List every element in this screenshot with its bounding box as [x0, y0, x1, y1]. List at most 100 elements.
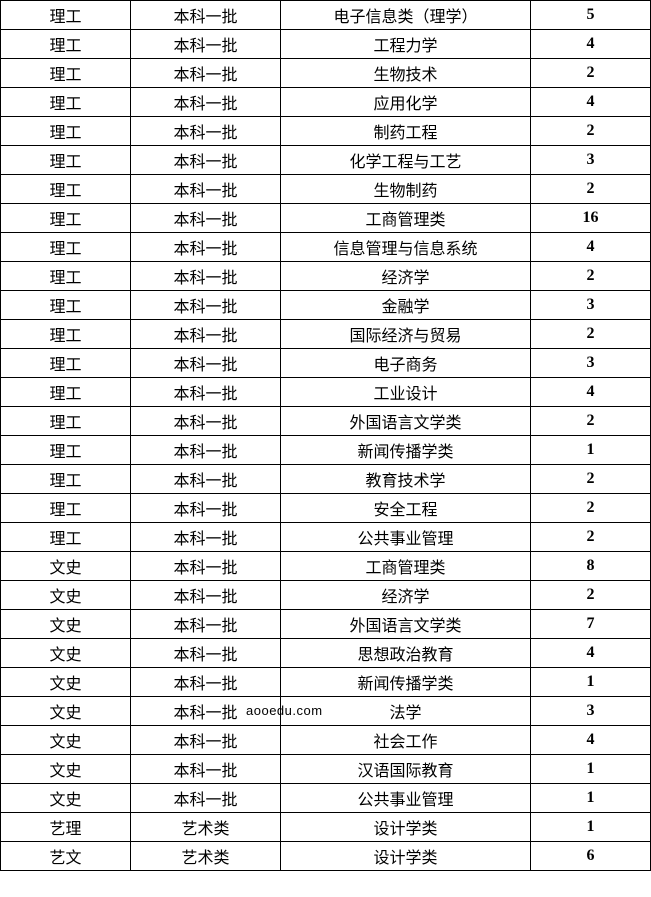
cell-category: 文史 [1, 697, 131, 726]
cell-major: 工业设计 [281, 378, 531, 407]
cell-batch: 本科一批 [131, 726, 281, 755]
cell-count: 3 [531, 291, 651, 320]
cell-category: 理工 [1, 175, 131, 204]
cell-batch: 本科一批 [131, 349, 281, 378]
table-row: 理工本科一批经济学2 [1, 262, 651, 291]
cell-major: 公共事业管理 [281, 784, 531, 813]
cell-category: 艺文 [1, 842, 131, 871]
table-row: 理工本科一批生物制药2 [1, 175, 651, 204]
cell-count: 2 [531, 320, 651, 349]
cell-count: 3 [531, 349, 651, 378]
cell-major: 社会工作 [281, 726, 531, 755]
cell-count: 16 [531, 204, 651, 233]
cell-batch: 本科一批 [131, 639, 281, 668]
cell-count: 4 [531, 639, 651, 668]
table-row: 文史本科一批新闻传播学类1 [1, 668, 651, 697]
cell-batch: 艺术类 [131, 813, 281, 842]
cell-major: 新闻传播学类 [281, 436, 531, 465]
cell-count: 1 [531, 755, 651, 784]
cell-major: 外国语言文学类 [281, 407, 531, 436]
table-row: 文史本科一批外国语言文学类7 [1, 610, 651, 639]
cell-category: 文史 [1, 552, 131, 581]
cell-count: 8 [531, 552, 651, 581]
table-row: 理工本科一批金融学3 [1, 291, 651, 320]
table-row: 艺文艺术类设计学类6 [1, 842, 651, 871]
cell-category: 理工 [1, 349, 131, 378]
cell-major: 法学 [281, 697, 531, 726]
cell-count: 2 [531, 465, 651, 494]
cell-count: 4 [531, 88, 651, 117]
cell-major: 经济学 [281, 581, 531, 610]
cell-count: 3 [531, 146, 651, 175]
cell-category: 理工 [1, 117, 131, 146]
cell-major: 应用化学 [281, 88, 531, 117]
cell-category: 理工 [1, 88, 131, 117]
cell-batch: 艺术类 [131, 842, 281, 871]
cell-batch: 本科一批 [131, 291, 281, 320]
cell-major: 思想政治教育 [281, 639, 531, 668]
cell-batch: 本科一批 [131, 668, 281, 697]
cell-category: 文史 [1, 784, 131, 813]
cell-category: 理工 [1, 436, 131, 465]
table-row: 文史本科一批工商管理类8 [1, 552, 651, 581]
cell-batch: 本科一批 [131, 755, 281, 784]
cell-batch: 本科一批 [131, 407, 281, 436]
cell-major: 信息管理与信息系统 [281, 233, 531, 262]
table-row: 理工本科一批应用化学4 [1, 88, 651, 117]
cell-batch: 本科一批 [131, 88, 281, 117]
cell-count: 2 [531, 175, 651, 204]
cell-batch: 本科一批 [131, 262, 281, 291]
table-container: 理工本科一批电子信息类（理学）5理工本科一批工程力学4理工本科一批生物技术2理工… [0, 0, 651, 871]
cell-count: 5 [531, 1, 651, 30]
cell-batch: 本科一批 [131, 523, 281, 552]
cell-batch: 本科一批 [131, 784, 281, 813]
cell-major: 工商管理类 [281, 204, 531, 233]
cell-batch: 本科一批 [131, 117, 281, 146]
table-row: 理工本科一批工业设计4 [1, 378, 651, 407]
table-row: 文史本科一批经济学2 [1, 581, 651, 610]
cell-count: 2 [531, 494, 651, 523]
cell-category: 文史 [1, 755, 131, 784]
cell-count: 2 [531, 407, 651, 436]
cell-count: 2 [531, 523, 651, 552]
cell-count: 1 [531, 784, 651, 813]
table-row: 理工本科一批教育技术学2 [1, 465, 651, 494]
table-row: 理工本科一批工程力学4 [1, 30, 651, 59]
cell-count: 7 [531, 610, 651, 639]
cell-batch: 本科一批 [131, 436, 281, 465]
cell-major: 电子信息类（理学） [281, 1, 531, 30]
cell-category: 理工 [1, 523, 131, 552]
cell-category: 理工 [1, 262, 131, 291]
cell-major: 公共事业管理 [281, 523, 531, 552]
cell-category: 艺理 [1, 813, 131, 842]
table-row: 理工本科一批生物技术2 [1, 59, 651, 88]
cell-category: 文史 [1, 610, 131, 639]
cell-batch: 本科一批 [131, 233, 281, 262]
admissions-table: 理工本科一批电子信息类（理学）5理工本科一批工程力学4理工本科一批生物技术2理工… [0, 0, 651, 871]
table-row: 艺理艺术类设计学类1 [1, 813, 651, 842]
cell-count: 4 [531, 30, 651, 59]
cell-batch: 本科一批 [131, 30, 281, 59]
cell-major: 设计学类 [281, 813, 531, 842]
cell-category: 理工 [1, 30, 131, 59]
cell-major: 生物技术 [281, 59, 531, 88]
cell-major: 外国语言文学类 [281, 610, 531, 639]
table-row: 理工本科一批电子信息类（理学）5 [1, 1, 651, 30]
cell-batch: 本科一批aooedu.com [131, 697, 281, 726]
cell-count: 3 [531, 697, 651, 726]
cell-batch: 本科一批 [131, 175, 281, 204]
cell-category: 理工 [1, 320, 131, 349]
cell-category: 理工 [1, 465, 131, 494]
cell-batch: 本科一批 [131, 465, 281, 494]
cell-batch: 本科一批 [131, 204, 281, 233]
cell-batch: 本科一批 [131, 610, 281, 639]
table-row: 理工本科一批化学工程与工艺3 [1, 146, 651, 175]
cell-count: 6 [531, 842, 651, 871]
cell-major: 工商管理类 [281, 552, 531, 581]
cell-batch: 本科一批 [131, 320, 281, 349]
table-row: 文史本科一批aooedu.com法学3 [1, 697, 651, 726]
cell-category: 理工 [1, 146, 131, 175]
table-row: 文史本科一批思想政治教育4 [1, 639, 651, 668]
cell-count: 4 [531, 726, 651, 755]
cell-major: 安全工程 [281, 494, 531, 523]
